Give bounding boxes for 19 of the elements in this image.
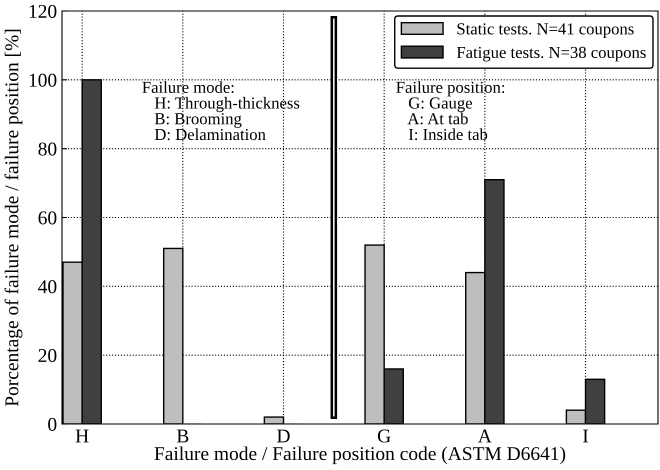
y-axis-title: Porcentage of failure mode / failure position [%] bbox=[4, 30, 22, 406]
y-tick-label: 0 bbox=[48, 418, 56, 431]
y-tick-label: 120 bbox=[30, 4, 56, 18]
y-tick-label: 60 bbox=[38, 211, 56, 224]
legend-label: Fatigue tests. N=38 coupons bbox=[456, 46, 646, 62]
x-tick-label: I bbox=[582, 430, 588, 442]
y-tick-label: 40 bbox=[38, 280, 56, 294]
y-tick-label: 100 bbox=[30, 74, 56, 87]
y-tick-label: 80 bbox=[38, 142, 56, 156]
x-tick-label: D bbox=[277, 430, 290, 442]
x-tick-label: H bbox=[76, 430, 89, 442]
annotation: Failure position: G: Gauge A: At tab I: Inside tab bbox=[396, 81, 504, 140]
annotation: Failure mode: H: Through-thickness B: Brooming D: Delamination bbox=[142, 81, 300, 140]
x-axis-title: Failure mode / Failure position code (ASTM D6641) bbox=[154, 446, 566, 464]
x-tick-label: G bbox=[378, 429, 391, 443]
x-tick-label: A bbox=[478, 430, 492, 442]
y-tick-label: 20 bbox=[38, 348, 56, 362]
x-tick-label: B bbox=[176, 430, 188, 442]
legend-label: Static tests. N=41 coupons bbox=[458, 23, 634, 38]
